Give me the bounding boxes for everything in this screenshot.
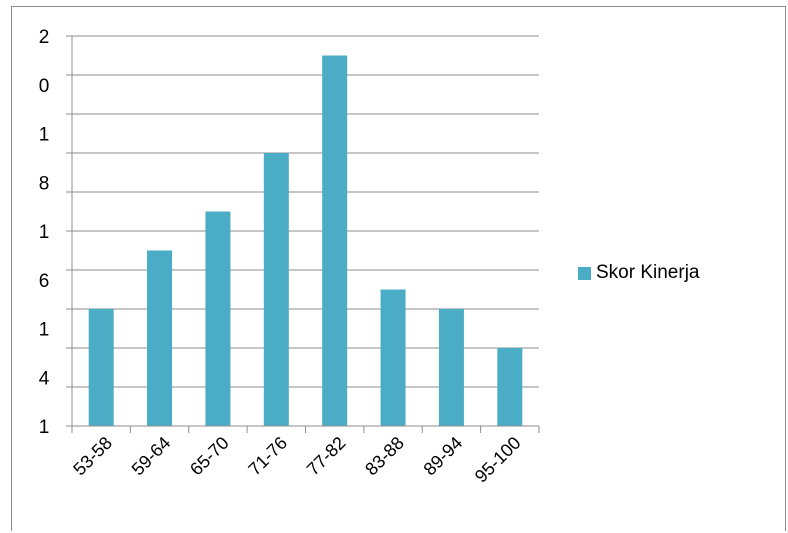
chart-frame <box>11 6 786 531</box>
y-tick-label: 1 <box>39 320 50 341</box>
y-tick-label: 4 <box>39 368 50 389</box>
legend: Skor Kinerja <box>578 262 700 284</box>
y-tick-label: 1 <box>39 417 50 438</box>
x-category-label: 65-70 <box>186 433 233 480</box>
bar <box>438 309 464 426</box>
legend-swatch <box>578 266 591 280</box>
legend-label: Skor Kinerja <box>596 262 700 283</box>
x-category-label: 95-100 <box>471 433 525 487</box>
bar <box>380 289 406 426</box>
bar <box>205 211 231 426</box>
axes <box>66 36 540 433</box>
bar <box>88 309 114 426</box>
gridlines <box>66 35 539 388</box>
bar <box>147 250 173 426</box>
x-category-label: 53-58 <box>69 433 116 480</box>
x-category-label: 71-76 <box>244 433 291 480</box>
y-tick-label: 2 <box>39 27 50 48</box>
x-category-labels: 53-58 59-64 65-70 71-76 77-82 83-88 89-94 95-10… <box>69 433 524 487</box>
y-tick-label: 1 <box>39 222 50 243</box>
x-category-label: 59-64 <box>128 433 175 480</box>
bar <box>497 348 523 426</box>
y-tick-label: 6 <box>39 271 50 292</box>
y-tick-labels: 1 4 1 6 1 8 1 0 2 <box>39 27 50 438</box>
x-category-label: 77-82 <box>303 433 350 480</box>
bars <box>88 55 523 426</box>
x-category-label: 83-88 <box>361 433 408 480</box>
bar <box>263 153 289 426</box>
y-tick-label: 0 <box>39 76 50 97</box>
x-category-label: 89-94 <box>420 433 467 480</box>
y-tick-label: 1 <box>39 125 50 146</box>
bar <box>322 55 348 426</box>
y-tick-label: 8 <box>39 173 50 194</box>
